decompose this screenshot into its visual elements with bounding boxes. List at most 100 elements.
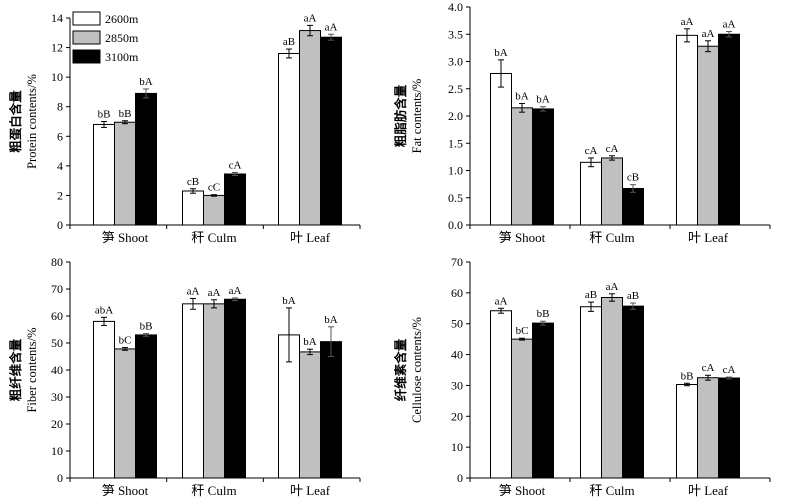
- y-tick-label: 40: [451, 348, 463, 362]
- bar: [299, 351, 321, 479]
- y-tick-label: 80: [51, 255, 63, 269]
- data-label: bC: [119, 335, 132, 347]
- legend-swatch: [72, 11, 101, 26]
- y-tick-label: 50: [51, 336, 63, 350]
- bar: [622, 187, 644, 226]
- y-tick-label: 60: [51, 309, 63, 323]
- data-label: aB: [585, 289, 597, 301]
- y-tick-label: 0.0: [448, 218, 463, 232]
- bar: [718, 377, 740, 479]
- data-label: aA: [304, 12, 317, 24]
- data-label: cA: [585, 145, 598, 157]
- y-tick-label: 4.0: [448, 0, 463, 14]
- y-axis-label-cn: 粗脂肪含量: [393, 84, 408, 147]
- bar: [601, 157, 623, 226]
- y-tick-label: 2.5: [448, 82, 463, 96]
- chart-panel-4: 0 10 20 30 40 50 60 70 笋 Shoot 秆 Culm 叶 Leaf aA aB bB…: [393, 255, 771, 498]
- bar: [224, 173, 246, 226]
- legend-swatch: [72, 49, 101, 64]
- data-label: cA: [702, 362, 715, 374]
- bar: [601, 296, 623, 479]
- data-label: bA: [282, 295, 296, 307]
- y-axis-label-cn: 纤维素含量: [393, 338, 408, 401]
- y-tick-label: 8: [57, 100, 63, 114]
- y-tick-label: 0: [57, 471, 63, 485]
- data-label: bB: [119, 108, 132, 120]
- bar: [114, 121, 136, 226]
- legend-label: 2600m: [105, 12, 139, 26]
- y-axis-label-en: Cellulose contents/%: [410, 317, 424, 423]
- bar: [697, 45, 719, 226]
- data-label: aA: [606, 281, 619, 293]
- chart-panel-1: 0 2 4 6 8 10 12 14 笋 Shoot 秆 Culm 叶 Leaf bB cB aB bB cC…: [8, 11, 361, 245]
- data-label: bA: [536, 94, 550, 106]
- bar: [135, 92, 157, 226]
- y-axis-label-en: Fat contents/%: [410, 79, 424, 154]
- y-tick-label: 1.0: [448, 164, 463, 178]
- bar: [182, 190, 204, 226]
- y-tick-label: 30: [51, 390, 63, 404]
- data-label: bA: [324, 314, 338, 326]
- y-tick-label: 20: [51, 417, 63, 431]
- bar: [676, 384, 698, 479]
- data-label: bA: [303, 336, 317, 348]
- x-category-label: 叶 Leaf: [688, 230, 729, 245]
- y-tick-label: 20: [451, 409, 463, 423]
- data-label: bA: [515, 90, 529, 102]
- legend-label: 3100m: [105, 50, 139, 64]
- y-axis-label-cn: 粗纤维含量: [8, 338, 23, 401]
- data-label: abA: [95, 304, 113, 316]
- bar: [203, 303, 225, 479]
- data-label: aA: [208, 287, 221, 299]
- data-label: bA: [139, 76, 153, 88]
- x-category-label: 叶 Leaf: [290, 483, 331, 498]
- bar: [203, 194, 225, 226]
- bar: [718, 33, 740, 226]
- bar: [93, 320, 115, 479]
- bar: [580, 161, 602, 226]
- bar: [114, 348, 136, 479]
- y-tick-label: 70: [51, 282, 63, 296]
- data-label: cA: [606, 143, 619, 155]
- bar: [278, 52, 300, 226]
- data-label: aB: [283, 36, 295, 48]
- y-tick-label: 50: [451, 317, 463, 331]
- x-category-label: 秆 Culm: [191, 483, 236, 498]
- y-tick-label: 40: [51, 363, 63, 377]
- data-label: aA: [325, 21, 338, 33]
- bar: [224, 298, 246, 479]
- y-tick-label: 30: [451, 378, 463, 392]
- x-category-label: 叶 Leaf: [688, 483, 729, 498]
- y-tick-label: 0: [57, 218, 63, 232]
- x-category-label: 笋 Shoot: [499, 230, 546, 245]
- bar: [299, 30, 321, 226]
- bar: [532, 108, 554, 226]
- y-tick-label: 60: [451, 286, 463, 300]
- y-tick-label: 0.5: [448, 191, 463, 205]
- y-tick-label: 0: [457, 471, 463, 485]
- data-label: aA: [723, 19, 736, 31]
- bar: [580, 306, 602, 479]
- data-label: aA: [495, 295, 508, 307]
- y-axis-label-cn: 粗蛋白含量: [8, 90, 23, 153]
- y-tick-label: 10: [51, 70, 63, 84]
- bar: [182, 303, 204, 479]
- y-tick-label: 2.0: [448, 109, 463, 123]
- data-label: aA: [702, 28, 715, 40]
- data-label: aB: [627, 290, 639, 302]
- bar: [135, 334, 157, 479]
- y-tick-label: 12: [51, 41, 63, 55]
- y-tick-label: 4: [57, 159, 63, 173]
- bar: [532, 322, 554, 479]
- data-label: aA: [681, 16, 694, 28]
- chart-panel-3: 0 10 20 30 40 50 60 70 80 笋 Shoot 秆 Culm 叶 Leaf abA a…: [8, 255, 361, 498]
- x-category-label: 秆 Culm: [589, 230, 634, 245]
- x-category-label: 秆 Culm: [589, 483, 634, 498]
- data-label: bB: [537, 308, 550, 320]
- bar: [490, 310, 512, 479]
- data-label: cC: [208, 182, 220, 194]
- data-label: aA: [229, 285, 242, 297]
- data-label: bB: [98, 109, 111, 121]
- data-label: bB: [140, 321, 153, 333]
- legend-swatch: [72, 30, 101, 45]
